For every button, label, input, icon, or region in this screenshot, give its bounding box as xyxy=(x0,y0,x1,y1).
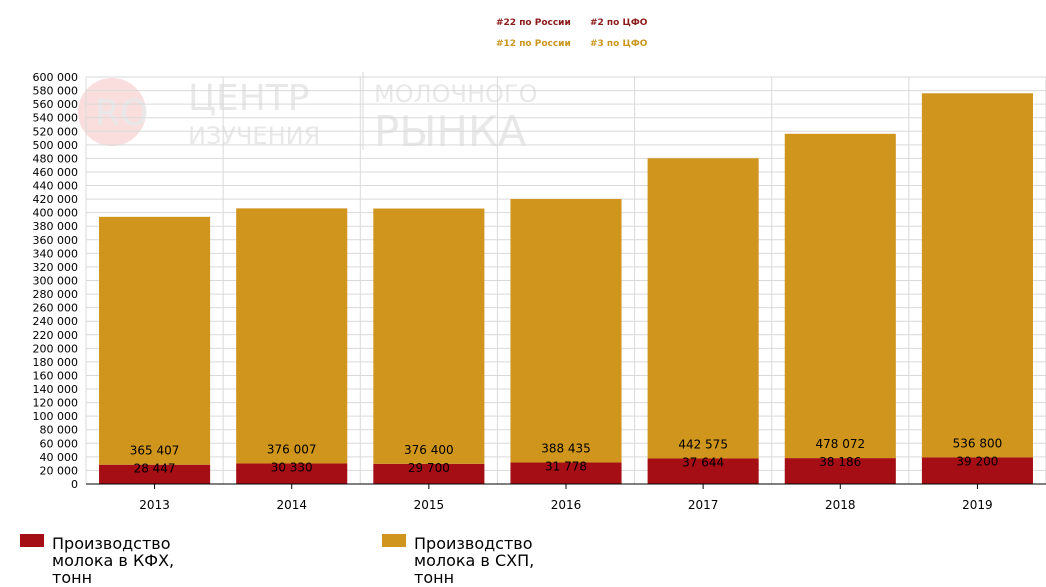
x-tick-label: 2013 xyxy=(139,498,170,512)
x-axis-ticks: 2013 2014 2015 2016 2017 2018 2019 xyxy=(139,484,992,512)
data-label-kfh: 29 700 xyxy=(408,461,450,475)
bar-shp xyxy=(648,158,759,458)
rank-cfo-kfh: #2 по ЦФО xyxy=(590,18,648,28)
legend-swatch xyxy=(20,534,44,547)
data-label-kfh: 39 200 xyxy=(956,454,998,468)
y-tick-label: 240 000 xyxy=(33,315,79,328)
y-tick-label: 460 000 xyxy=(33,166,79,179)
y-tick-label: 400 000 xyxy=(33,207,79,220)
y-tick-label: 600 000 xyxy=(33,71,79,84)
watermark-text-center: ЦЕНТР xyxy=(188,78,309,119)
y-tick-label: 140 000 xyxy=(33,383,79,396)
rank-header: #22 по России #2 по ЦФО #12 по России #3… xyxy=(496,18,648,49)
y-tick-label: 480 000 xyxy=(33,152,79,165)
legend-label: тонн xyxy=(52,568,92,587)
y-tick-label: 520 000 xyxy=(33,125,79,138)
watermark-badge-text: RO xyxy=(95,93,148,134)
y-tick-label: 500 000 xyxy=(33,139,79,152)
y-tick-label: 440 000 xyxy=(33,180,79,193)
bar-shp xyxy=(236,208,347,463)
data-label-shp: 388 435 xyxy=(541,441,591,455)
data-label-shp: 376 007 xyxy=(267,442,317,456)
watermark-text-study: ИЗУЧЕНИЯ xyxy=(188,122,320,150)
x-tick-label: 2019 xyxy=(962,498,993,512)
data-label-kfh: 30 330 xyxy=(271,460,313,474)
y-tick-label: 100 000 xyxy=(33,410,79,423)
x-tick-label: 2018 xyxy=(825,498,856,512)
bar-shp xyxy=(922,93,1033,457)
y-tick-label: 80 000 xyxy=(40,424,79,437)
data-label-kfh: 31 778 xyxy=(545,459,587,473)
y-tick-label: 120 000 xyxy=(33,397,79,410)
data-label-shp: 365 407 xyxy=(130,444,180,458)
y-tick-label: 20 000 xyxy=(40,464,79,477)
y-tick-label: 320 000 xyxy=(33,261,79,274)
x-tick-label: 2017 xyxy=(688,498,719,512)
x-tick-label: 2015 xyxy=(414,498,445,512)
y-tick-label: 280 000 xyxy=(33,288,79,301)
bar-shp xyxy=(785,134,896,458)
y-tick-label: 60 000 xyxy=(40,437,79,450)
y-tick-label: 160 000 xyxy=(33,369,79,382)
y-tick-label: 380 000 xyxy=(33,220,79,233)
bar-shp xyxy=(510,199,621,462)
y-tick-label: 0 xyxy=(71,478,78,491)
watermark-divider xyxy=(362,72,364,150)
x-tick-label: 2014 xyxy=(276,498,307,512)
y-tick-label: 220 000 xyxy=(33,329,79,342)
legend-swatch xyxy=(382,534,406,547)
y-tick-label: 300 000 xyxy=(33,275,79,288)
data-label-kfh: 28 447 xyxy=(134,462,176,476)
watermark-logo: RO ЦЕНТР ИЗУЧЕНИЯ МОЛОЧНОГО РЫНКА xyxy=(78,72,537,156)
y-tick-label: 200 000 xyxy=(33,342,79,355)
data-label-kfh: 38 186 xyxy=(819,455,861,469)
rank-russia-shp: #12 по России xyxy=(496,39,571,49)
y-tick-label: 420 000 xyxy=(33,193,79,206)
y-tick-label: 560 000 xyxy=(33,98,79,111)
legend-label: тонн xyxy=(414,568,454,587)
bar-shp xyxy=(373,209,484,464)
data-label-shp: 442 575 xyxy=(678,437,728,451)
x-tick-label: 2016 xyxy=(551,498,582,512)
data-label-kfh: 37 644 xyxy=(682,455,724,469)
y-tick-label: 180 000 xyxy=(33,356,79,369)
rank-cfo-shp: #3 по ЦФО xyxy=(590,39,648,49)
data-label-shp: 478 072 xyxy=(815,437,865,451)
y-tick-label: 580 000 xyxy=(33,85,79,98)
y-tick-label: 340 000 xyxy=(33,247,79,260)
bars xyxy=(99,93,1033,484)
y-tick-label: 260 000 xyxy=(33,302,79,315)
rank-russia-kfh: #22 по России xyxy=(496,18,571,28)
y-tick-label: 40 000 xyxy=(40,451,79,464)
y-tick-label: 360 000 xyxy=(33,234,79,247)
data-label-shp: 536 800 xyxy=(953,436,1003,450)
data-label-shp: 376 400 xyxy=(404,443,454,457)
bar-shp xyxy=(99,217,210,465)
y-tick-label: 540 000 xyxy=(33,112,79,125)
